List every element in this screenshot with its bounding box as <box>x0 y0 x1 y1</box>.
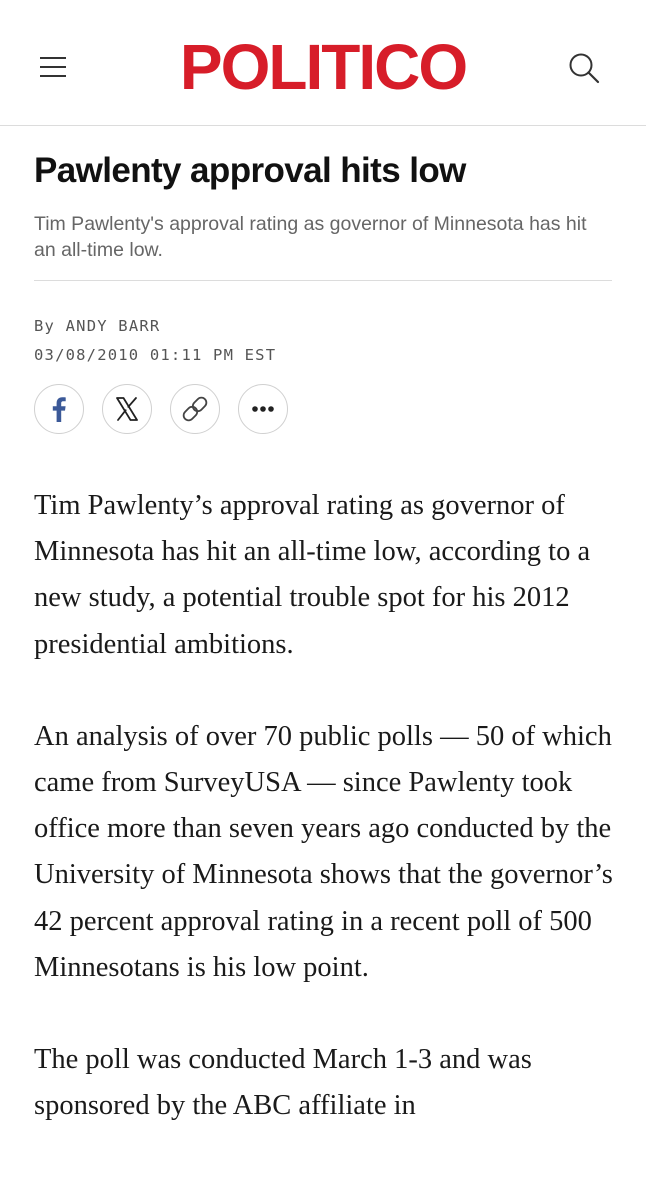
menu-bar-bottom <box>40 75 66 77</box>
site-header: POLITICO <box>0 0 646 126</box>
byline-prefix: By <box>34 317 56 335</box>
menu-bar-top <box>40 57 66 59</box>
article-byline: By ANDY BARR <box>34 313 160 339</box>
author-name[interactable]: ANDY BARR <box>65 317 161 335</box>
article-dek: Tim Pawlenty's approval rating as govern… <box>34 213 587 261</box>
article-paragraph-2: An analysis of over 70 public polls — 50… <box>34 720 613 983</box>
article-headline: Pawlenty approval hits low <box>34 151 466 190</box>
article-paragraph-1: Tim Pawlenty’s approval rating as govern… <box>34 490 591 660</box>
menu-bar-middle <box>40 66 66 68</box>
share-facebook-button[interactable] <box>34 384 84 434</box>
article-paragraph-3: The poll was conducted March 1-3 and was… <box>34 1044 532 1122</box>
copy-link-button[interactable] <box>170 384 220 434</box>
header-divider <box>34 280 612 281</box>
article-timestamp: 03/08/2010 01:11 PM EST <box>34 346 277 364</box>
search-button[interactable] <box>566 50 606 88</box>
link-icon <box>182 396 208 422</box>
x-icon <box>116 397 138 421</box>
share-x-button[interactable] <box>102 384 152 434</box>
facebook-icon <box>52 397 66 422</box>
more-icon <box>252 406 274 412</box>
politico-logo[interactable]: POLITICO <box>179 31 468 103</box>
article-body: Tim Pawlenty’s approval rating as govern… <box>34 483 616 1175</box>
more-share-button[interactable] <box>238 384 288 434</box>
hamburger-menu-button[interactable] <box>38 52 70 82</box>
search-icon <box>569 53 600 84</box>
